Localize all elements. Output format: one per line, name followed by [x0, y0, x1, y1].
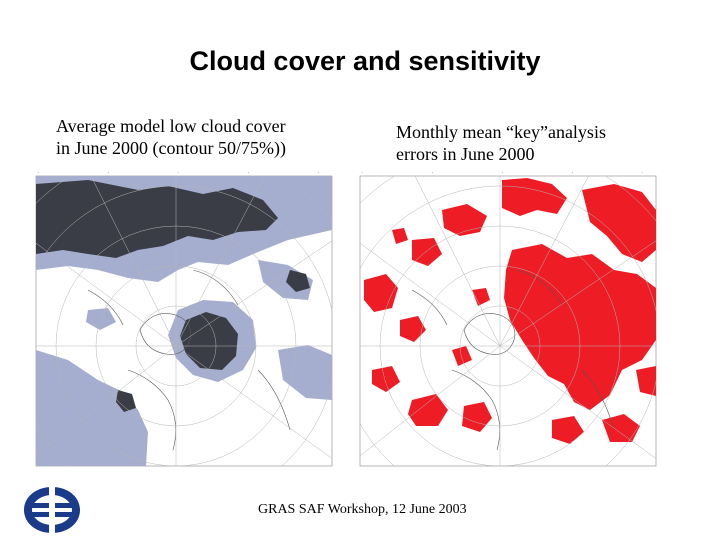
- coastlines: [411, 269, 615, 451]
- svg-text:·: ·: [362, 170, 364, 176]
- footer-text: GRAS SAF Workshop, 12 June 2003: [258, 502, 467, 517]
- svg-text:·: ·: [432, 170, 434, 176]
- polar-grid: [360, 176, 656, 466]
- svg-text:·: ·: [318, 170, 320, 176]
- map-tick-marks: · · · · ·: [38, 170, 320, 176]
- cloud-cover-map: · · · · ·: [35, 170, 333, 467]
- svg-text:·: ·: [178, 170, 180, 176]
- svg-text:·: ·: [248, 170, 250, 176]
- map-tick-marks: · · · · ·: [362, 170, 644, 176]
- right-caption-line2: errors in June 2000: [396, 144, 535, 164]
- ecmwf-logo-icon: [24, 485, 80, 535]
- slide-title: Cloud cover and sensitivity: [189, 46, 541, 76]
- left-caption: Average model low cloud cover in June 20…: [56, 115, 286, 159]
- cloud-75-regions: [36, 180, 310, 412]
- svg-text:·: ·: [108, 170, 110, 176]
- analysis-error-map: · · · · ·: [359, 170, 657, 467]
- left-caption-line2: in June 2000 (contour 50/75%)): [56, 138, 286, 158]
- svg-text:·: ·: [642, 170, 644, 176]
- svg-text:·: ·: [38, 170, 40, 176]
- polar-grid: [36, 176, 332, 466]
- svg-text:·: ·: [502, 170, 504, 176]
- left-caption-line1: Average model low cloud cover: [56, 116, 286, 136]
- right-caption: Monthly mean “key”analysis errors in Jun…: [396, 121, 606, 165]
- svg-text:·: ·: [572, 170, 574, 176]
- right-caption-line1: Monthly mean “key”analysis: [396, 122, 606, 142]
- coastlines: [87, 269, 291, 451]
